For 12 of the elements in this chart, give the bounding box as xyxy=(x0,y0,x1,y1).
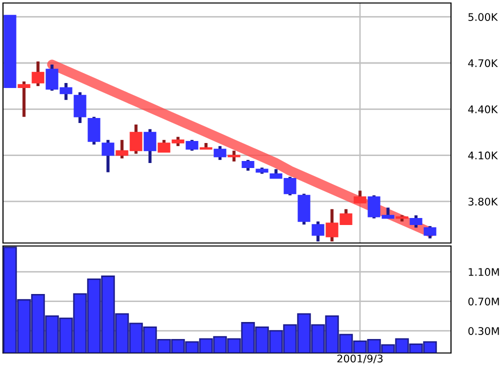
y-tick-label: 1.10M xyxy=(468,268,499,276)
candlestick xyxy=(4,14,16,88)
candlestick xyxy=(354,190,366,204)
x-tick-label: 2001/9/3 xyxy=(337,354,383,364)
candlestick xyxy=(144,129,156,163)
y-tick-label: 4.40K xyxy=(468,105,498,114)
y-tick-label: 4.10K xyxy=(468,152,498,160)
y-tick-label: 0.30M xyxy=(468,327,499,335)
y-tick-label: 0.70M xyxy=(468,298,499,306)
y-tick-label: 4.70K xyxy=(468,59,498,68)
y-tick-label: 5.00K xyxy=(468,13,498,21)
y-tick-label: 3.80K xyxy=(468,198,498,206)
